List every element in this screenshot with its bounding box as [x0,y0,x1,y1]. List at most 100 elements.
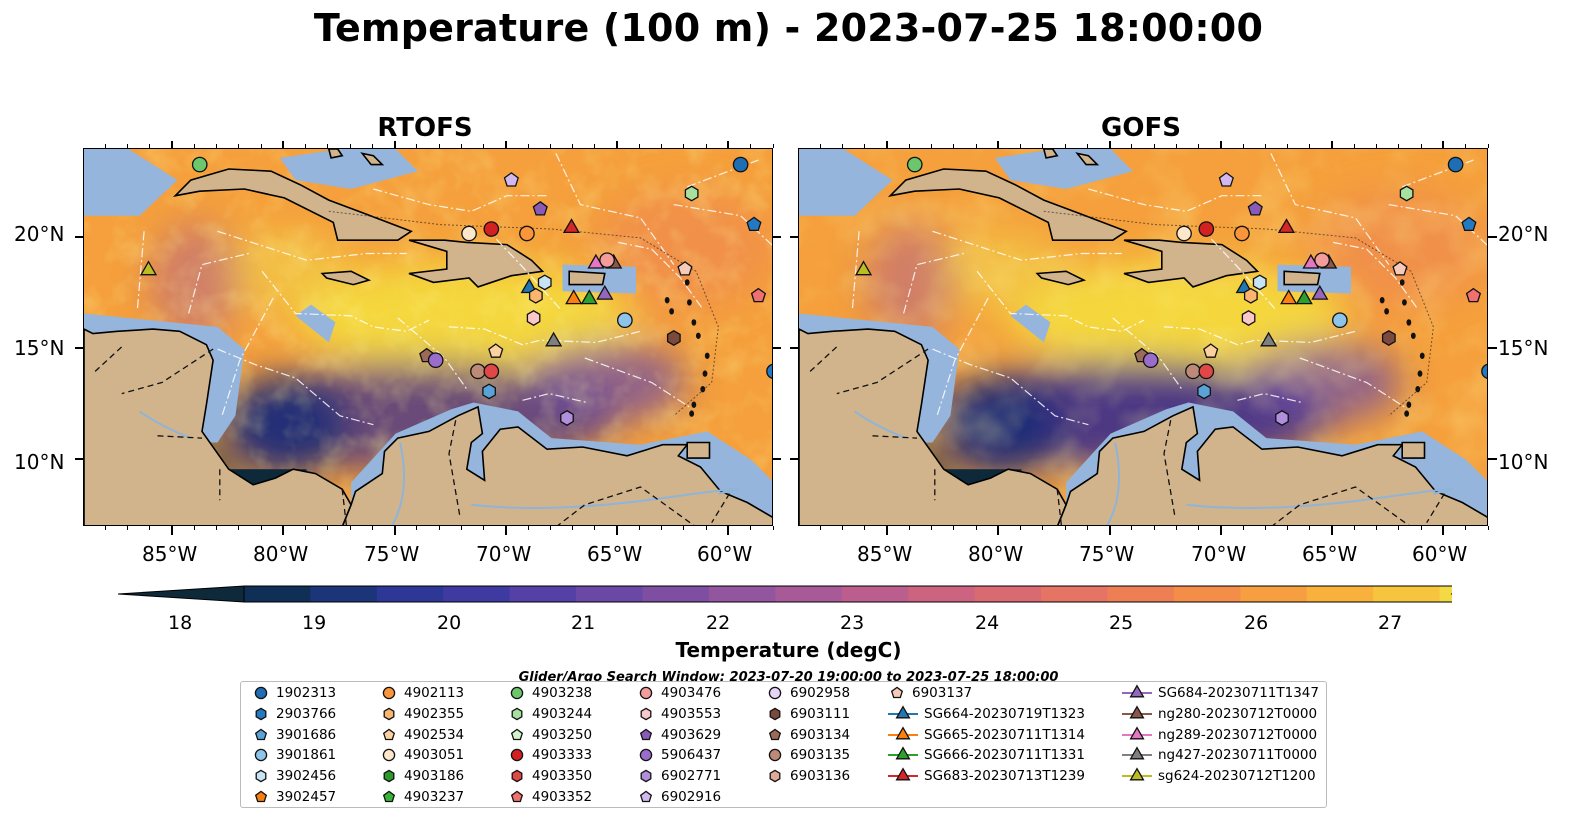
legend-marker [895,705,911,719]
legend-item: 4903476 [637,683,721,703]
legend-label: ng427-20230711T0000 [1158,747,1318,764]
axis-tick [1331,526,1334,535]
obs-marker-pentagon [1203,343,1219,358]
colorbar-extend-max [1450,593,1452,595]
axis-tick [773,458,781,461]
legend-label: 6903136 [790,768,851,785]
axis-tick [1042,526,1044,530]
axis-tick [997,144,999,148]
axis-tick [1064,144,1066,148]
colorbar-segment [908,586,976,602]
legend-label: SG684-20230711T1347 [1158,685,1319,701]
axis-tick [483,526,485,530]
lon-tick-label-gofs: 60°W [1412,542,1468,566]
axis-tick [594,144,596,148]
legend-marker-icon [888,746,918,760]
legend-item: ng289-20230712T0000 [1122,725,1317,745]
axis-tick [460,526,462,530]
legend-marker [768,728,782,740]
legend-item: SG664-20230719T1323 [888,704,1085,724]
obs-marker-triangle [562,218,581,234]
axis-tick [1064,526,1066,530]
legend-marker [511,707,523,721]
axis-tick [772,144,774,148]
temperature-colorbar [118,585,1452,603]
legend-marker-icon [769,707,781,721]
legend-item: 6903135 [766,745,850,765]
colorbar-tick: 23 [840,612,865,634]
axis-tick [1198,144,1200,148]
legend-marker [382,749,396,762]
axis-tick [216,144,218,148]
axis-tick [394,526,396,530]
legend-marker-icon [510,728,524,740]
legend-marker [382,686,396,700]
axis-tick [908,144,910,148]
axis-tick [371,144,373,148]
colorbar-segment [974,586,1042,602]
colorbar-segment [576,586,644,602]
legend-item: 4903237 [380,787,464,807]
axis-tick [661,144,663,148]
legend-label: SG665-20230711T1314 [924,726,1085,743]
obs-marker-pentagon [677,261,693,276]
legend-item: 6902771 [637,766,721,786]
axis-tick [1242,144,1244,148]
legend-title: Glider/Argo Search Window: 2023-07-20 19… [518,670,1059,681]
legend-marker-icon [382,728,396,740]
obs-marker-circle [1198,363,1215,380]
axis-tick [953,144,955,148]
legend-label: 5906437 [661,747,722,764]
lat-tick-label-left: 20°N [14,222,65,246]
obs-marker-circle [483,363,500,380]
legend-label: 4903553 [661,705,722,722]
legend-item: 6903111 [766,704,850,724]
axis-tick [773,347,781,350]
legend-marker-icon [768,749,782,762]
legend-item: 4903333 [508,745,592,765]
colorbar-segment [1373,586,1441,602]
lat-tick-label-right: 15°N [1498,336,1549,360]
legend-item: 2903766 [252,704,336,724]
legend-marker-icon [511,707,523,721]
axis-tick [1420,526,1422,530]
legend-label: 4903629 [661,726,722,743]
map-panel-rtofs[interactable] [83,148,773,526]
legend-marker [769,769,781,783]
legend-label: 3901861 [276,747,337,764]
axis-tick [416,526,418,530]
axis-tick [790,458,798,461]
axis-tick [483,144,485,148]
legend-item: 4903244 [508,704,592,724]
legend-label: 4903352 [532,789,593,805]
axis-tick [1287,144,1289,148]
axis-tick [394,144,396,148]
lon-tick-label-gofs: 85°W [857,542,913,566]
map-canvas-rtofs [84,149,772,525]
obs-marker-triangle [596,284,614,300]
obs-marker-hexagon [560,410,574,426]
legend-marker-icon [888,725,918,740]
obs-marker-pentagon [532,200,548,216]
legend-item: 4902113 [380,683,464,703]
axis-tick [683,144,685,148]
axis-tick [1220,526,1222,530]
obs-marker-triangle [565,289,583,305]
axis-tick [75,458,84,461]
axis-tick [842,144,844,148]
obs-marker-triangle [1277,218,1296,234]
legend-marker [890,686,904,699]
axis-tick [260,144,262,148]
axis-tick [371,526,373,530]
map-panel-gofs[interactable] [798,148,1488,526]
axis-tick [282,526,284,530]
axis-tick [193,526,195,530]
axis-tick [997,526,999,530]
colorbar-segment [708,586,776,602]
colorbar-segment [376,586,444,602]
axis-tick [75,235,84,238]
legend-label: 4902113 [404,685,465,701]
legend-label: 6902916 [661,789,722,805]
legend-marker-icon [254,790,268,803]
land-cuba [887,168,1128,241]
